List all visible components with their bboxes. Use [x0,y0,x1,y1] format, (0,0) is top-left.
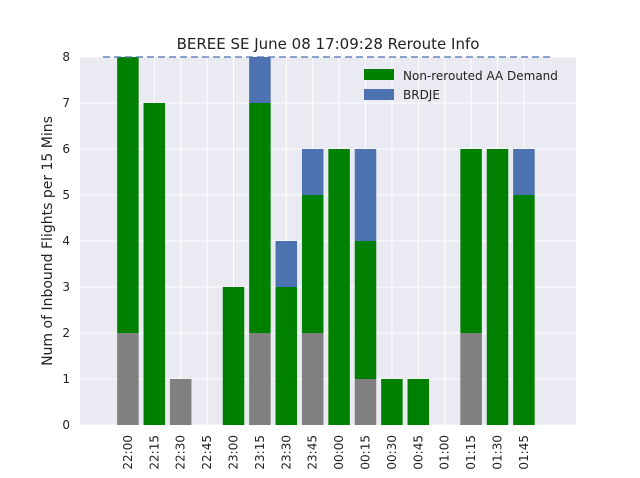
y-tick-label: 6 [62,142,70,156]
bar-segment-non-rerouted [222,287,245,425]
bar-segment-non-rerouted [301,195,324,333]
bar-segment-brdje [354,149,377,241]
bar-segment-non-rerouted [117,57,139,333]
bar-segment-baseline [117,333,139,425]
bar-segment-non-rerouted [407,379,430,425]
x-tick-label: 22:15 [147,435,161,470]
x-tick-label: 00:45 [411,435,425,470]
y-tick-label: 2 [62,326,70,340]
x-tick-label: 01:30 [491,435,505,470]
bar-segment-non-rerouted [460,149,482,333]
bar-segment-baseline [249,333,271,425]
y-tick-labels: 0 1 2 3 4 5 6 7 8 [62,50,70,432]
x-tick-labels: 22:00 22:15 22:30 22:45 23:00 23:15 23:30 23:45… [121,435,531,470]
y-tick-label: 5 [62,188,70,202]
x-tick-label: 22:00 [121,435,135,470]
x-tick-label: 23:45 [306,435,320,470]
bar-segment-baseline [301,333,324,425]
bar-segment-non-rerouted [328,149,350,425]
y-tick-label: 0 [62,418,70,432]
y-tick-label: 3 [62,280,70,294]
legend-label-brdje: BRDJE [403,88,440,102]
legend-swatch-brdje [364,89,394,100]
bar-segment-brdje [513,149,535,195]
legend-label-non-rerouted: Non-rerouted AA Demand [403,69,558,83]
bar-segment-non-rerouted [143,103,166,425]
y-axis-label: Num of Inbound Flights per 15 Mins [40,116,56,366]
x-tick-label: 00:30 [385,435,399,470]
bar-segment-non-rerouted [381,379,403,425]
bar-segment-baseline [460,333,482,425]
legend: Non-rerouted AA Demand BRDJE [364,69,558,102]
bar-segment-brdje [249,57,271,103]
x-tick-label: 22:45 [200,435,214,470]
bar-segment-non-rerouted [275,287,298,425]
x-tick-label: 23:15 [253,435,267,470]
y-tick-label: 1 [62,372,70,386]
legend-swatch-non-rerouted [364,69,394,80]
bar-segment-brdje [301,149,324,195]
bars [117,57,535,425]
y-tick-label: 4 [62,234,70,248]
bar-segment-baseline [169,379,192,425]
x-tick-label: 01:00 [438,435,452,470]
bar-segment-non-rerouted [513,195,535,425]
bar-segment-non-rerouted [486,149,509,425]
bar-segment-non-rerouted [354,241,377,379]
x-tick-label: 00:15 [359,435,373,470]
x-tick-label: 22:30 [174,435,188,470]
y-tick-label: 8 [62,50,70,64]
x-tick-label: 23:30 [279,435,293,470]
x-tick-label: 23:00 [227,435,241,470]
bar-segment-non-rerouted [249,103,271,333]
bar-segment-baseline [354,379,377,425]
y-tick-label: 7 [62,96,70,110]
x-tick-label: 01:45 [517,435,531,470]
chart-title: BEREE SE June 08 17:09:28 Reroute Info [177,35,480,53]
bar-segment-brdje [275,241,298,287]
x-tick-label: 00:00 [332,435,346,470]
x-tick-label: 01:15 [464,435,478,470]
